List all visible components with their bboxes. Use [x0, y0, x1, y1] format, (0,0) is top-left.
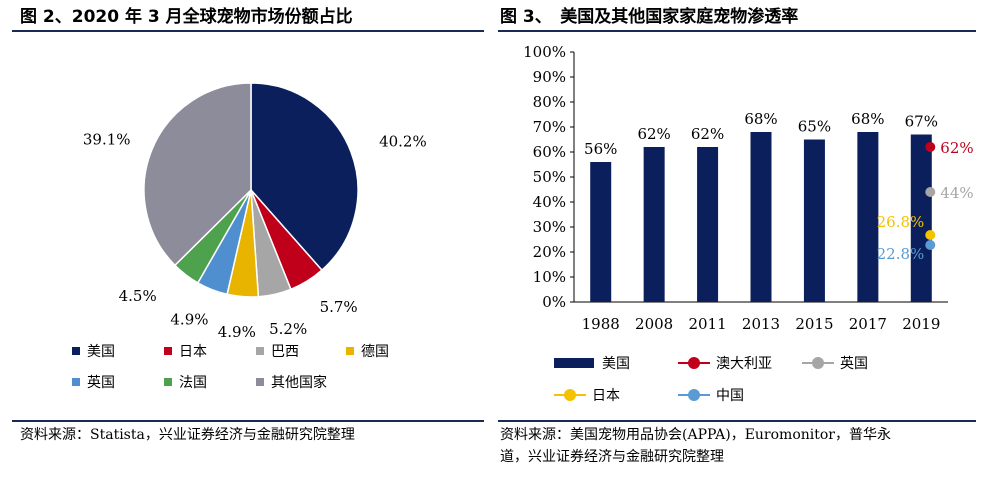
x-tick-label: 2017 [849, 315, 887, 333]
title-rule [498, 30, 976, 32]
point-marker [925, 240, 936, 250]
x-tick-label: 2008 [635, 315, 673, 333]
pie-panel: 图 2、2020 年 3 月全球宠物市场份额占比 40.2% 5.7% 5.2% 4.… [0, 0, 490, 478]
legend-label: 中国 [716, 388, 744, 404]
x-tick-label: 2011 [688, 315, 726, 333]
legend-label: 日本 [179, 344, 207, 360]
legend-swatch [346, 347, 354, 355]
point-marker [925, 230, 936, 240]
point-value-label: 44% [940, 184, 973, 202]
legend-label: 巴西 [271, 344, 299, 360]
pie-slice-item-6 [143, 82, 252, 267]
pie-legend-item: 法国 [164, 372, 207, 392]
y-tick-label: 90% [533, 68, 566, 86]
legend-swatch [72, 378, 80, 386]
pie-value-label: 39.1% [83, 131, 131, 149]
legend-swatch [678, 388, 710, 402]
y-tick-label: 10% [533, 268, 566, 286]
point-value-label: 26.8% [877, 213, 925, 231]
y-tick-label: 40% [533, 193, 566, 211]
y-tick-label: 70% [533, 118, 566, 136]
bar-2013 [750, 132, 772, 302]
bar-source-line2: 道，兴业证券经济与金融研究院整理 [500, 449, 724, 465]
pie-legend-item: 巴西 [256, 341, 299, 361]
legend-swatch [554, 388, 586, 402]
x-tick-label: 2015 [795, 315, 833, 333]
point-value-label: 62% [940, 139, 973, 157]
bar-panel-title: 图 3、 美国及其他国家家庭宠物渗透率 [500, 7, 799, 27]
x-tick-label: 2013 [742, 315, 780, 333]
bar-legend-item: 日本 [554, 385, 620, 405]
bar-panel: 图 3、 美国及其他国家家庭宠物渗透率 0% 10% 20% 30% 40% 50% 60%… [492, 0, 983, 478]
bar-value-label: 56% [584, 140, 617, 158]
pie-legend-item: 英国 [72, 372, 115, 392]
bar-legend-item: 英国 [802, 353, 868, 373]
legend-label: 其他国家 [271, 375, 327, 391]
bar-value-label: 62% [691, 125, 724, 143]
legend-label: 英国 [87, 375, 115, 391]
pie-value-label: 4.9% [170, 311, 208, 329]
y-tick-label: 50% [533, 168, 566, 186]
legend-label: 德国 [361, 344, 389, 360]
bar-source-line1: 资料来源：美国宠物用品协会(APPA)，Euromonitor，普华永 [500, 427, 892, 443]
pie-value-label: 40.2% [379, 132, 427, 150]
y-tick-label: 20% [533, 243, 566, 261]
pie-value-label: 4.5% [119, 287, 157, 305]
pie-legend-item: 其他国家 [256, 372, 327, 392]
pie-legend-item: 日本 [164, 341, 207, 361]
bar-value-label: 67% [905, 113, 938, 131]
pie-panel-title: 图 2、2020 年 3 月全球宠物市场份额占比 [20, 7, 353, 27]
bar-1988 [590, 162, 612, 302]
bar-2008 [643, 147, 665, 302]
legend-label: 日本 [592, 388, 620, 404]
pie-legend-item: 美国 [72, 341, 115, 361]
legend-label: 美国 [87, 344, 115, 360]
bar-2019 [910, 134, 932, 302]
legend-swatch [164, 347, 172, 355]
source-rule [12, 420, 484, 422]
legend-label: 英国 [840, 356, 868, 372]
source-rule [498, 420, 976, 422]
point-marker [925, 142, 936, 152]
legend-swatch [256, 347, 264, 355]
bar-value-label: 62% [637, 125, 670, 143]
bar-value-label: 68% [744, 110, 777, 128]
legend-swatch [678, 356, 710, 370]
legend-swatch [164, 378, 172, 386]
bar-source: 资料来源：美国宠物用品协会(APPA)，Euromonitor，普华永 道，兴业… [500, 424, 891, 468]
legend-label: 法国 [179, 375, 207, 391]
bar-legend-item: 澳大利亚 [678, 353, 772, 373]
y-tick-label: 80% [533, 93, 566, 111]
legend-label: 澳大利亚 [716, 356, 772, 372]
bar-value-label: 65% [798, 118, 831, 136]
pie-chart: 40.2% 5.7% 5.2% 4.9% 4.9% 4.5% 39.1% [83, 82, 427, 341]
legend-swatch [802, 356, 834, 370]
y-tick-label: 100% [523, 43, 566, 61]
point-marker [925, 187, 936, 197]
y-tick-label: 60% [533, 143, 566, 161]
pie-value-label: 5.2% [269, 320, 307, 338]
y-tick-label: 0% [542, 293, 566, 311]
legend-swatch [256, 378, 264, 386]
legend-swatch [554, 358, 594, 368]
legend-label: 美国 [602, 356, 630, 372]
pie-legend-item: 德国 [346, 341, 389, 361]
y-tick-label: 30% [533, 218, 566, 236]
bar-legend-item: 美国 [554, 353, 630, 373]
pie-source: 资料来源：Statista，兴业证券经济与金融研究院整理 [20, 427, 355, 443]
x-tick-label: 1988 [582, 315, 620, 333]
pie-value-label: 5.7% [320, 298, 358, 316]
pie-slice-item-0 [250, 82, 359, 272]
bar-legend-item: 中国 [678, 385, 744, 405]
bar-2011 [697, 147, 719, 302]
bar-2015 [803, 139, 825, 302]
pie-value-label: 4.9% [218, 323, 256, 341]
legend-swatch [72, 347, 80, 355]
bar-2017 [857, 132, 879, 302]
title-rule [12, 30, 484, 32]
bar-value-label: 68% [851, 110, 884, 128]
bar-chart: 0% 10% 20% 30% 40% 50% 60% 70% 80% 90% 100% 1988 200… [523, 43, 974, 333]
point-value-label: 22.8% [877, 245, 925, 263]
x-tick-label: 2019 [902, 315, 940, 333]
